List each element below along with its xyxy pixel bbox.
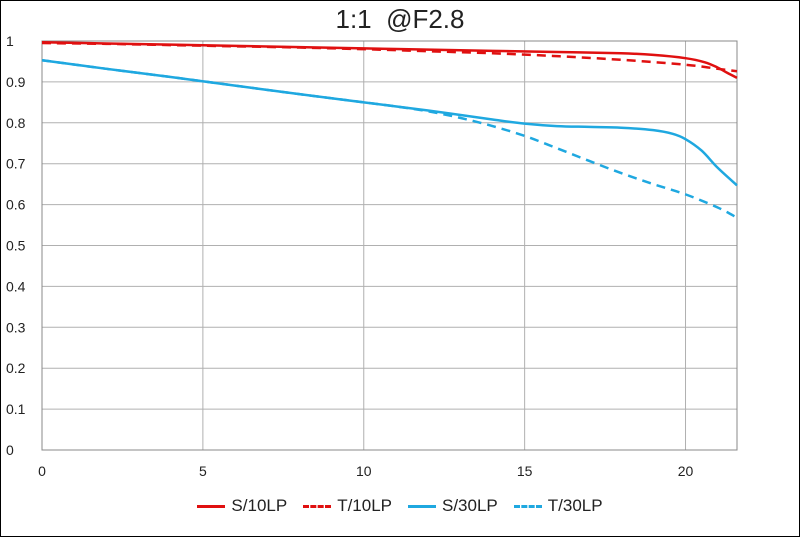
plot-area [41,40,738,451]
x-tick-label: 0 [38,463,46,479]
y-axis-ticks: 0 0.1 0.2 0.3 0.4 0.5 0.6 0.7 0.8 0.9 1 [6,33,26,458]
legend: S/10LP T/10LP S/30LP T/30LP [0,496,800,516]
grid-lines [41,40,737,451]
y-tick-label: 0.8 [6,115,26,131]
y-tick-label: 0.1 [6,401,26,417]
plot-border [41,40,738,451]
y-tick-label: 0 [6,442,14,458]
legend-item: S/10LP [197,496,287,516]
legend-item: T/30LP [513,496,603,516]
x-tick-label: 10 [356,463,372,479]
x-tick-label: 15 [517,463,533,479]
legend-swatch [303,504,332,508]
y-tick-label: 0.2 [6,360,26,376]
series-line-s-30lp [41,58,738,187]
legend-item: S/30LP [408,496,498,516]
y-tick-label: 0.6 [6,197,26,213]
legend-swatch [197,504,226,508]
legend-label: T/30LP [547,496,603,515]
y-tick-label: 0.9 [6,74,26,90]
x-tick-label: 5 [199,463,207,479]
legend-label: T/10LP [337,496,392,515]
legend-swatch [408,504,436,508]
y-tick-label: 1 [6,33,14,49]
legend-swatch [513,504,542,508]
chart-title: 1:1 @F2.8 [335,4,465,34]
y-tick-label: 0.3 [6,319,26,335]
x-axis-ticks: 0 5 10 15 20 [38,463,693,479]
y-tick-label: 0.7 [6,156,26,172]
series-line-t-10lp [41,41,738,73]
legend-label: S/10LP [231,496,288,515]
legend-label: S/30LP [442,496,498,515]
y-tick-label: 0.5 [6,238,26,254]
x-tick-label: 20 [678,463,694,479]
y-tick-label: 0.4 [6,278,26,294]
legend-item: T/10LP [303,496,392,516]
series-lines [41,40,738,219]
series-line-t-30lp [41,58,738,219]
